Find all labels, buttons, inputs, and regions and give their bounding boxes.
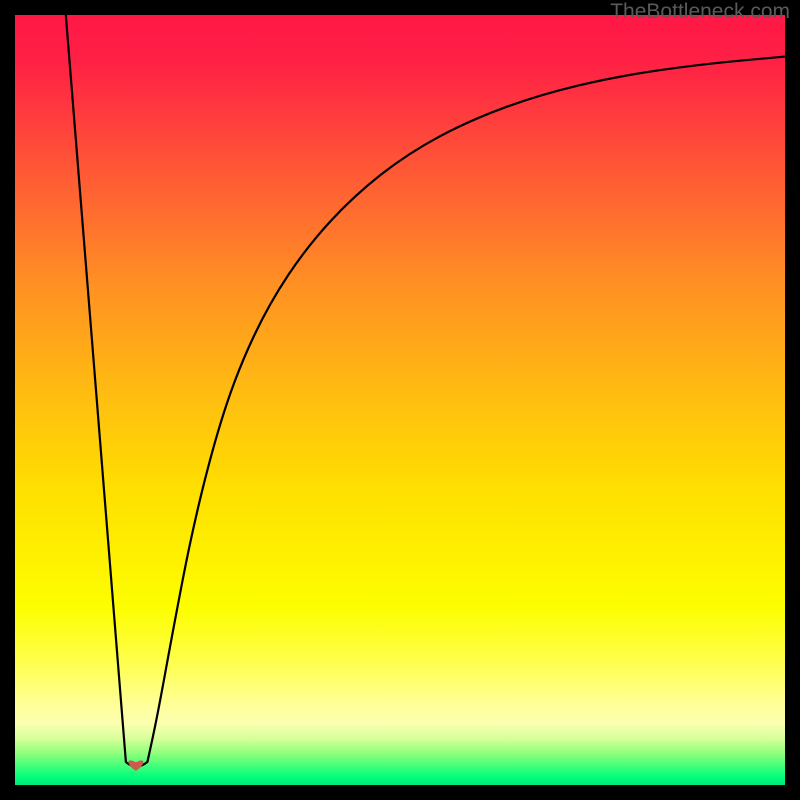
plot-area: [15, 15, 785, 785]
plot-svg: [0, 0, 800, 800]
bottleneck-chart: TheBottleneck.com: [0, 0, 800, 800]
